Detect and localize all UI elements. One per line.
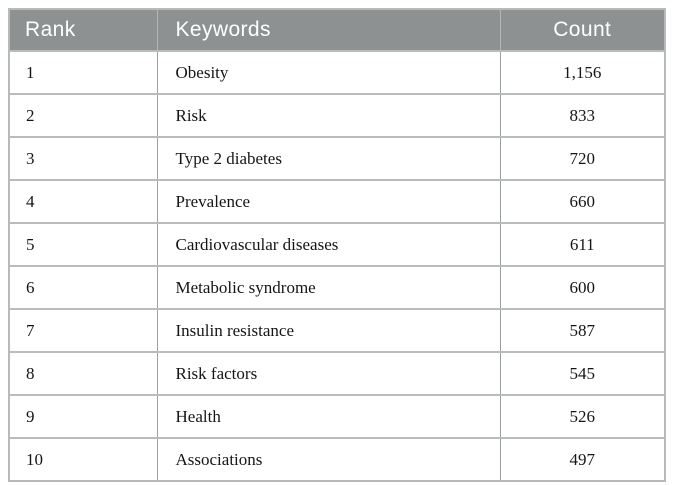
column-header-count: Count: [499, 10, 664, 51]
cell-rank: 5: [10, 222, 157, 266]
cell-count: 720: [499, 136, 664, 180]
column-header-rank: Rank: [10, 10, 157, 51]
table-row: 1 Obesity 1,156: [10, 50, 664, 94]
cell-keyword: Metabolic syndrome: [156, 265, 500, 309]
column-header-keywords: Keywords: [156, 10, 500, 51]
table-row: 5 Cardiovascular diseases 611: [10, 222, 664, 266]
cell-keyword: Health: [156, 394, 500, 438]
cell-rank: 4: [10, 179, 157, 223]
table-row: 2 Risk 833: [10, 93, 664, 137]
cell-rank: 6: [10, 265, 157, 309]
cell-count: 660: [499, 179, 664, 223]
table-row: 4 Prevalence 660: [10, 179, 664, 223]
table-row: 3 Type 2 diabetes 720: [10, 136, 664, 180]
cell-count: 1,156: [499, 50, 664, 94]
cell-count: 545: [499, 351, 664, 395]
cell-rank: 8: [10, 351, 157, 395]
keywords-table: Rank Keywords Count 1 Obesity 1,156 2 Ri…: [8, 8, 666, 482]
cell-keyword: Cardiovascular diseases: [156, 222, 500, 266]
cell-rank: 7: [10, 308, 157, 352]
header-row: Rank Keywords Count: [10, 10, 664, 51]
cell-rank: 1: [10, 50, 157, 94]
table: Rank Keywords Count 1 Obesity 1,156 2 Ri…: [10, 10, 664, 480]
table-row: 7 Insulin resistance 587: [10, 308, 664, 352]
cell-count: 611: [499, 222, 664, 266]
cell-rank: 9: [10, 394, 157, 438]
table-row: 10 Associations 497: [10, 437, 664, 480]
table-body: 1 Obesity 1,156 2 Risk 833 3 Type 2 diab…: [10, 50, 664, 480]
cell-rank: 2: [10, 93, 157, 137]
cell-keyword: Prevalence: [156, 179, 500, 223]
cell-keyword: Insulin resistance: [156, 308, 500, 352]
cell-count: 600: [499, 265, 664, 309]
cell-count: 526: [499, 394, 664, 438]
cell-keyword: Risk factors: [156, 351, 500, 395]
table-row: 9 Health 526: [10, 394, 664, 438]
table-header: Rank Keywords Count: [10, 10, 664, 51]
table-row: 6 Metabolic syndrome 600: [10, 265, 664, 309]
cell-keyword: Obesity: [156, 50, 500, 94]
cell-count: 833: [499, 93, 664, 137]
cell-rank: 10: [10, 437, 157, 480]
cell-keyword: Associations: [156, 437, 500, 480]
table-row: 8 Risk factors 545: [10, 351, 664, 395]
cell-keyword: Type 2 diabetes: [156, 136, 500, 180]
cell-count: 497: [499, 437, 664, 480]
cell-keyword: Risk: [156, 93, 500, 137]
cell-rank: 3: [10, 136, 157, 180]
cell-count: 587: [499, 308, 664, 352]
